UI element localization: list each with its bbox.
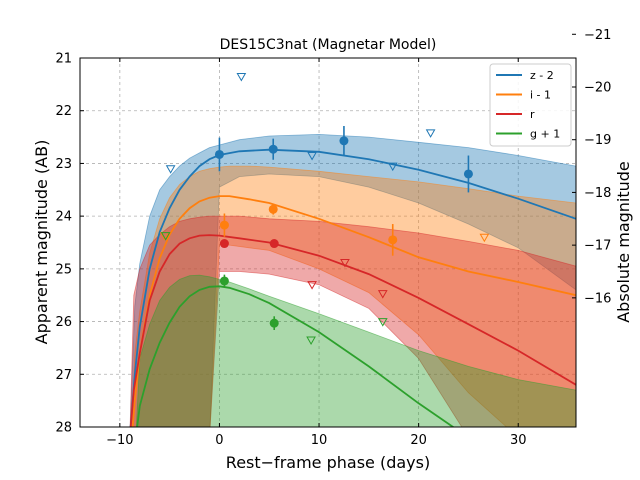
x-tick-label: 0 [215,433,223,448]
plot-frame [79,57,577,428]
upper-limit-marker [340,259,350,268]
legend-box [489,63,572,147]
y-tick-label: 28 [55,421,72,436]
data-point [269,239,279,249]
right-tick-label: −19 [584,133,611,148]
y-tick-label: 26 [55,315,72,330]
legend-label: z - 2 [530,69,554,82]
legend-label: g + 1 [530,128,560,141]
y-tick-label: 27 [55,368,72,383]
right-tick-label: −18 [584,186,611,201]
right-axis-label: Absolute magnitude [614,161,633,323]
upper-limit-marker [307,152,317,161]
data-markers [159,72,490,346]
band-r [129,215,576,427]
x-tick-label: 20 [410,433,427,448]
data-point [268,144,278,154]
upper-limit-marker [377,318,388,327]
right-tick-label: −17 [584,239,611,254]
data-point [463,169,473,179]
data-point [388,235,398,245]
x-tick-label: 10 [311,433,328,448]
data-point [219,276,229,286]
y-axis-label: Apparent magnitude (AB) [32,140,51,345]
upper-limit-marker [387,162,398,172]
model-line-i - 1 [131,195,576,427]
band-g + 1 [135,274,576,427]
legend-label: i - 1 [530,89,551,102]
legend: z - 2 i - 1 r g + 1 [489,63,572,147]
data-point [269,318,279,328]
y-tick-label: 25 [55,262,72,277]
right-tick-label: −16 [584,291,611,306]
model-line-r [129,234,576,427]
upper-limit-marker [165,165,176,174]
data-point [214,149,224,159]
uncertainty-bands [129,133,576,427]
right-tick-label: −21 [584,28,611,43]
x-tick-label: 30 [510,433,527,448]
upper-limit-marker [377,290,388,299]
model-line-z - 2 [129,148,576,427]
x-tick-label: −10 [106,433,133,448]
upper-limit-marker [306,336,316,346]
model-line-g + 1 [136,285,455,427]
x-axis-label: Rest−frame phase (days) [226,453,430,472]
chart-title: DES15C3nat (Magnetar Model) [220,37,437,53]
model-curves [129,148,576,427]
y-tick-label: 22 [55,104,72,119]
y-tick-label: 24 [55,210,72,225]
upper-limit-marker [307,281,317,290]
y-tick-label: 21 [55,52,72,67]
upper-limit-marker [236,72,247,82]
data-point [219,220,229,230]
data-point [219,239,229,249]
legend-label: r [530,108,535,121]
upper-limit-marker [425,129,436,138]
axes: −1001020302122232425262728−22−21−20−19−1… [55,28,611,448]
y-tick-label: 23 [55,157,72,172]
upper-limit-marker [479,233,490,243]
data-point [339,136,349,146]
band-i - 1 [131,165,576,427]
upper-limit-marker [160,232,171,241]
band-z - 2 [129,133,576,427]
right-tick-label: −20 [584,80,611,95]
data-point [268,204,278,214]
